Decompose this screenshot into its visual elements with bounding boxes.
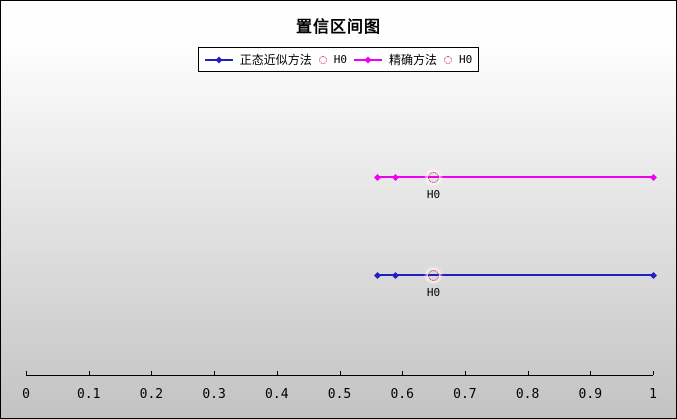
- x-axis-tick-label: 1: [649, 387, 657, 402]
- x-axis-tick: [151, 371, 153, 375]
- h0-point-label: H0: [426, 188, 441, 201]
- h0-circle-marker: [428, 171, 440, 183]
- x-axis-tick: [402, 371, 404, 375]
- x-axis-tick-label: 0.1: [76, 387, 101, 402]
- legend-label-h0-normal: H0: [333, 53, 347, 66]
- confidence-interval-line: [377, 274, 653, 276]
- x-axis-tick: [464, 371, 466, 375]
- diamond-marker-icon: [215, 55, 223, 64]
- h0-point-label: H0: [426, 286, 441, 299]
- x-axis-tick: [88, 371, 90, 375]
- x-axis-tick-label: 0.4: [265, 387, 289, 402]
- h0-circle-icon: [318, 55, 327, 64]
- x-axis-line: [26, 375, 653, 376]
- legend-line-sample-exact-method: [354, 55, 382, 64]
- diamond-marker-icon: [649, 271, 657, 279]
- h0-circle-icon: [444, 55, 453, 64]
- x-axis-tick-label: 0.5: [327, 387, 352, 402]
- legend-label-exact-method: 精确方法: [389, 53, 438, 67]
- legend-label-h0-exact: H0: [459, 53, 473, 66]
- x-axis-tick: [214, 371, 216, 375]
- chart-title: 置信区间图: [295, 19, 381, 36]
- legend-line-sample-normal-method: [204, 55, 233, 64]
- x-axis-tick-label: 0.8: [515, 387, 540, 402]
- legend: 正态近似方法 H0 精确方法 H0: [198, 47, 479, 72]
- confidence-interval-line: [377, 176, 653, 178]
- diamond-marker-icon: [392, 271, 400, 279]
- diamond-marker-icon: [364, 55, 372, 64]
- h0-circle-marker: [428, 269, 440, 281]
- diamond-marker-icon: [649, 173, 657, 181]
- x-axis-tick-label: 0.7: [453, 387, 477, 402]
- legend-label-normal-method: 正态近似方法: [239, 53, 312, 67]
- x-axis-tick: [276, 371, 278, 375]
- x-axis-tick: [590, 371, 592, 375]
- x-axis-tick-label: 0: [22, 387, 30, 402]
- x-axis-tick: [26, 371, 27, 375]
- x-axis-tick-label: 0.3: [202, 387, 226, 402]
- x-axis-tick-label: 0.9: [578, 387, 603, 402]
- x-axis-tick-label: 0.2: [139, 387, 164, 402]
- diamond-marker-icon: [373, 271, 381, 279]
- x-axis-tick: [653, 371, 654, 375]
- diamond-marker-icon: [392, 173, 400, 181]
- x-axis-tick: [339, 371, 341, 375]
- diamond-marker-icon: [373, 173, 381, 181]
- x-axis-tick: [527, 371, 529, 375]
- x-axis-tick-label: 0.6: [390, 387, 414, 402]
